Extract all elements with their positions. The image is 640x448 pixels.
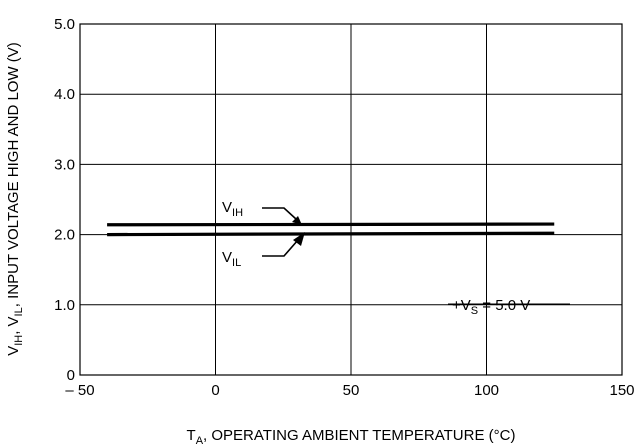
y-tick-label: 1.0 [54, 297, 75, 314]
x-tick-label: 100 [474, 382, 499, 399]
y-tick-label: 5.0 [54, 16, 75, 33]
vih-leader-line [262, 207, 297, 220]
series-label-vil: VIL [222, 249, 241, 269]
vil-leader-line [262, 239, 299, 257]
x-tick-label: – 50 [65, 382, 94, 399]
x-tick-label: 0 [211, 382, 219, 399]
series-line-vil [107, 231, 555, 237]
y-tick-label: 0 [67, 367, 75, 384]
vih-arrowhead [292, 216, 302, 225]
series-label-vih: VIH [222, 199, 243, 219]
x-tick-label: 50 [343, 382, 360, 399]
x-axis-title: TA, OPERATING AMBIENT TEMPERATURE (°C) [187, 427, 516, 447]
supply-voltage-annotation: +VS = 5.0 V [452, 297, 530, 317]
y-tick-label: 3.0 [54, 156, 75, 173]
y-tick-label: 4.0 [54, 86, 75, 103]
y-axis-title: VIH, VIL, INPUT VOLTAGE HIGH AND LOW (V) [5, 42, 25, 356]
x-tick-label: 150 [609, 382, 634, 399]
plot-frame [79, 23, 623, 376]
y-tick-label: 2.0 [54, 227, 75, 244]
vil-arrowhead [293, 232, 305, 246]
series-line-vih [107, 222, 555, 227]
grid-lines [80, 24, 622, 375]
series-lines [107, 222, 555, 237]
